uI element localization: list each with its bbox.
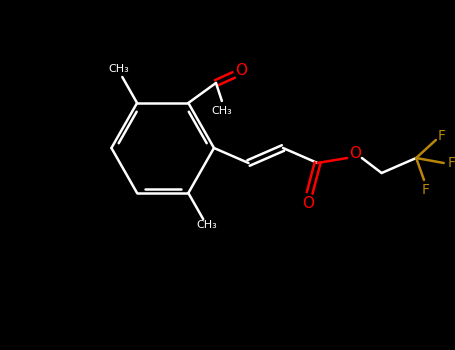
Text: F: F bbox=[438, 129, 446, 143]
Text: F: F bbox=[448, 156, 455, 170]
Text: O: O bbox=[302, 196, 313, 210]
Text: CH₃: CH₃ bbox=[197, 220, 217, 230]
Text: O: O bbox=[236, 63, 248, 78]
Text: CH₃: CH₃ bbox=[108, 64, 129, 74]
Text: F: F bbox=[422, 183, 430, 197]
Text: O: O bbox=[349, 147, 361, 161]
Text: CH₃: CH₃ bbox=[212, 106, 232, 116]
